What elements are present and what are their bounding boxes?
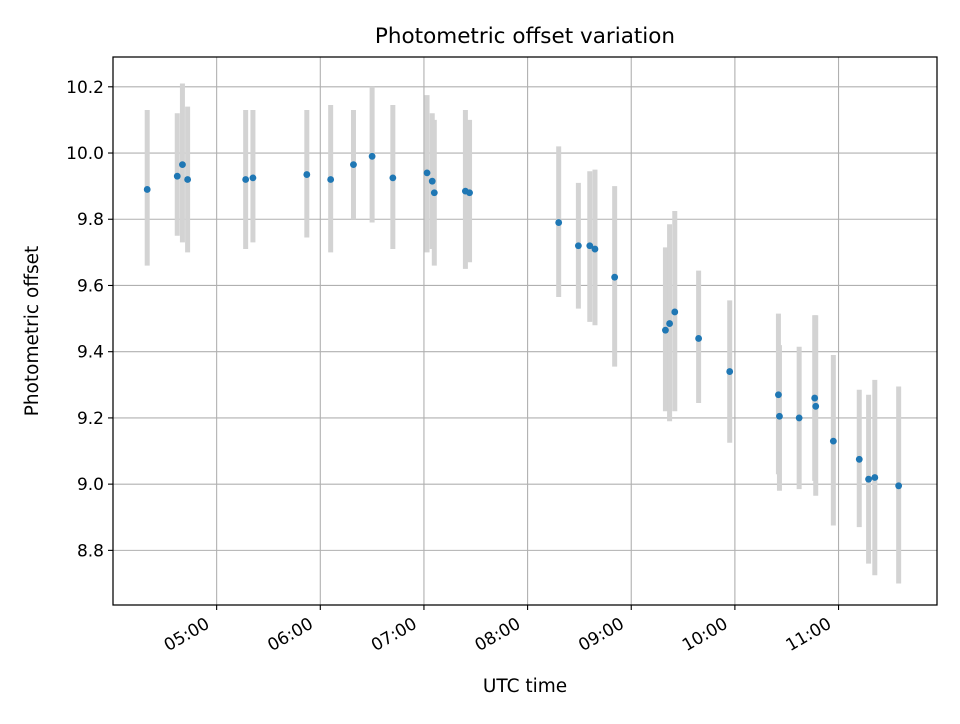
data-point — [811, 394, 819, 402]
data-point — [466, 189, 473, 197]
y-tick-label: 10.0 — [66, 144, 104, 164]
data-point — [586, 242, 594, 250]
y-tick-label: 9.8 — [77, 210, 104, 230]
data-point — [775, 391, 782, 399]
data-point — [555, 219, 563, 226]
data-point — [726, 368, 734, 375]
data-point — [389, 174, 397, 182]
y-tick-label: 9.6 — [77, 276, 104, 296]
y-tick-label: 10.2 — [66, 78, 104, 98]
data-point — [327, 176, 335, 183]
data-point — [795, 414, 803, 422]
data-point — [666, 320, 673, 327]
data-point — [242, 176, 250, 183]
y-tick-label: 9.4 — [77, 343, 104, 363]
data-point — [428, 177, 436, 185]
x-axis-label: UTC time — [483, 676, 567, 697]
data-point — [591, 245, 599, 253]
y-tick-label: 9.0 — [77, 475, 104, 495]
data-point — [895, 482, 903, 490]
data-point — [249, 174, 257, 182]
data-point — [776, 412, 783, 420]
data-point — [855, 455, 863, 463]
data-point — [303, 171, 311, 178]
y-tick-label: 9.2 — [77, 409, 104, 429]
y-axis-label: Photometric offset — [22, 246, 43, 417]
data-point — [350, 161, 357, 169]
data-point — [143, 186, 151, 193]
data-point — [695, 335, 703, 342]
data-point — [430, 189, 438, 197]
data-point — [865, 475, 872, 483]
data-point — [671, 308, 679, 316]
data-point — [662, 326, 669, 334]
chart-title: Photometric offset variation — [375, 24, 675, 49]
plot-area-frame — [112, 56, 938, 606]
data-point — [871, 474, 879, 481]
data-point — [829, 437, 837, 445]
data-point — [173, 172, 181, 180]
data-point — [368, 152, 376, 160]
data-points — [143, 152, 903, 490]
data-point — [574, 242, 582, 250]
data-point — [423, 169, 431, 177]
data-point — [611, 273, 619, 281]
data-point — [184, 176, 192, 183]
data-point — [179, 161, 186, 169]
y-tick-label: 8.8 — [77, 541, 104, 561]
data-point — [812, 402, 820, 410]
